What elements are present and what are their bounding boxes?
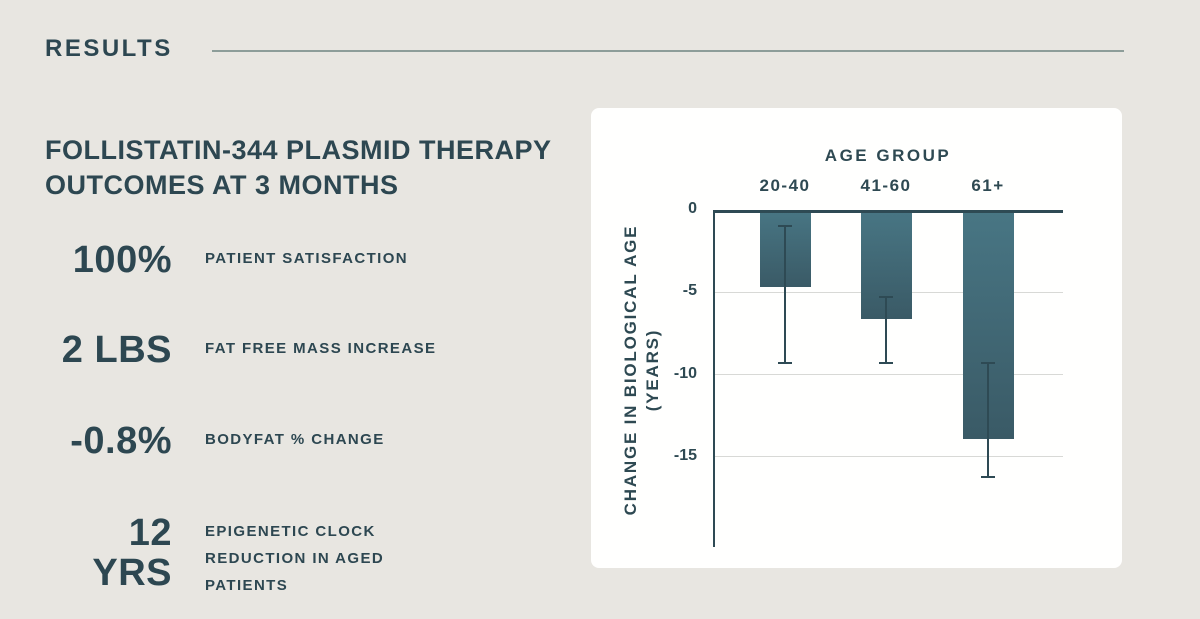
stat-value: 100% <box>72 239 172 281</box>
y-tick-label: 0 <box>688 200 697 217</box>
stat-row-fat-free-mass: 2 LBS FAT FREE MASS INCREASE <box>40 330 467 370</box>
category-label-41-60: 41-60 <box>860 176 912 195</box>
y-tick-label: -15 <box>673 446 697 464</box>
category-label-20-40: 20-40 <box>759 176 811 195</box>
gridline--15 <box>713 456 1063 458</box>
stat-value: 12 YRS <box>92 512 172 594</box>
stat-row-bodyfat-change: -0.8% BODYFAT % CHANGE <box>40 421 467 461</box>
chart-title: AGE GROUP <box>824 146 952 165</box>
summary-title: FOLLISTATIN-344 PLASMID THERAPY OUTCOMES… <box>45 133 585 203</box>
stat-row-patient-satisfaction: 100% PATIENT SATISFACTION <box>40 240 467 280</box>
stat-value: 2 LBS <box>61 329 172 371</box>
stat-label: BODYFAT % CHANGE <box>205 431 385 448</box>
bar-chart-panel: AGE GROUP CHANGE IN BIOLOGICAL AGE (YEAR… <box>591 108 1122 568</box>
summary-title-line1: FOLLISTATIN-344 PLASMID THERAPY <box>45 135 552 165</box>
y-tick-label: -10 <box>673 364 697 382</box>
stat-value: -0.8% <box>70 420 172 462</box>
stat-row-epigenetic-clock: 12 YRS EPIGENETIC CLOCK REDUCTION IN AGE… <box>40 513 467 599</box>
header-divider <box>212 50 1124 52</box>
category-label-61+: 61+ <box>971 176 1005 195</box>
error-bar-61+ <box>987 363 989 477</box>
stat-label: PATIENT SATISFACTION <box>205 250 408 267</box>
error-bar-41-60 <box>885 297 887 364</box>
error-cap-bottom-61+ <box>981 475 995 478</box>
summary-title-line2: OUTCOMES AT 3 MONTHS <box>45 170 399 200</box>
y-tick-label: -5 <box>682 282 697 300</box>
stat-label: FAT FREE MASS INCREASE <box>205 340 437 357</box>
x-axis-zero-line <box>713 210 1063 213</box>
error-bar-20-40 <box>784 226 786 364</box>
error-cap-top-61+ <box>981 362 995 365</box>
stat-label: EPIGENETIC CLOCK REDUCTION IN AGED PATIE… <box>205 523 385 594</box>
error-cap-top-20-40 <box>778 225 792 228</box>
y-axis-line <box>713 210 715 547</box>
page-title: RESULTS <box>45 35 173 62</box>
error-cap-bottom-41-60 <box>879 362 893 365</box>
gridline--10 <box>713 374 1063 376</box>
error-cap-bottom-20-40 <box>778 362 792 365</box>
y-axis-label-line1: CHANGE IN BIOLOGICAL AGE <box>621 224 640 516</box>
error-cap-top-41-60 <box>879 296 893 299</box>
